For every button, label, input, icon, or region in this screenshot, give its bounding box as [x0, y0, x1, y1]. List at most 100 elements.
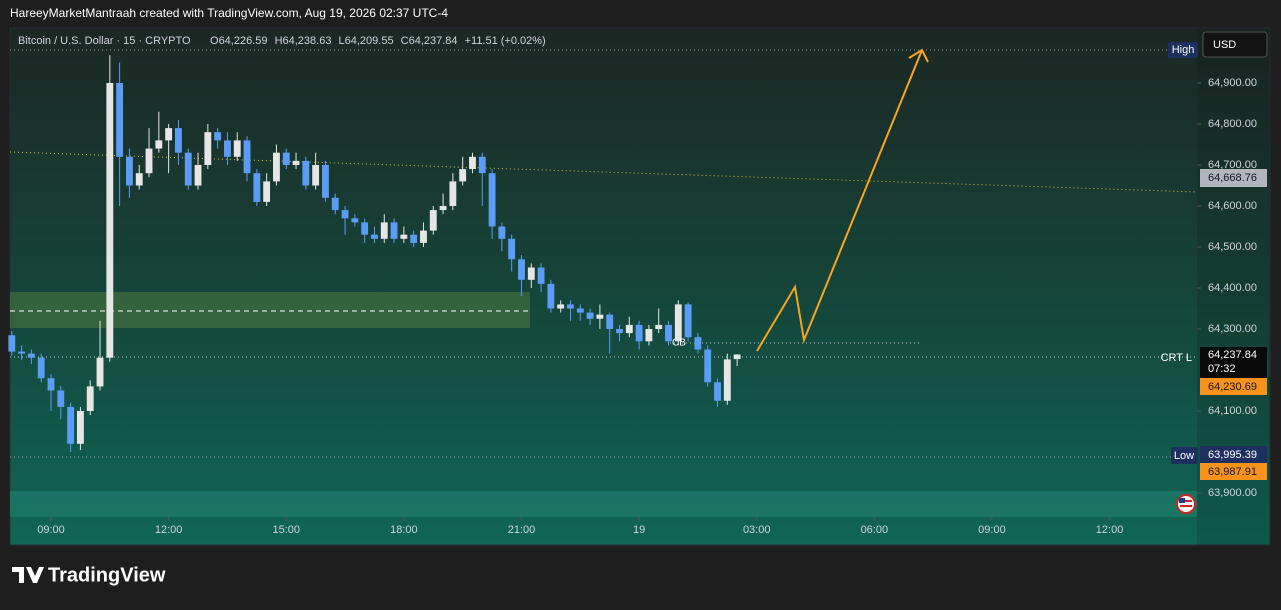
projection-arrow — [756, 49, 923, 352]
candle-body — [449, 181, 457, 206]
value: 64,237.84 — [409, 35, 458, 47]
low-price: 63,995.39 — [1208, 449, 1257, 461]
bottom-zone — [10, 491, 1197, 517]
high-box — [1168, 42, 1198, 58]
candle-body — [106, 82, 114, 358]
candle-body — [282, 152, 290, 165]
candle-body — [380, 222, 388, 239]
logo-mark — [12, 567, 44, 583]
candle-body — [145, 148, 153, 174]
candle-body — [253, 173, 261, 202]
candle-body — [537, 267, 545, 284]
candle-body — [37, 357, 45, 379]
arrow-head — [908, 48, 929, 63]
candle-body — [557, 304, 565, 309]
x-tick-label: 15:00 — [272, 524, 300, 536]
candle-body — [322, 164, 329, 198]
candle-body — [8, 335, 16, 352]
low-price-box — [1200, 446, 1267, 463]
candle-body — [361, 222, 369, 235]
y-tick-label: 64,800.00 — [1208, 118, 1257, 130]
x-tick-label: 09:00 — [37, 524, 65, 536]
candle-body — [351, 218, 359, 223]
candle-body — [341, 210, 349, 219]
candle-body — [224, 140, 231, 157]
label: L — [339, 35, 345, 47]
label: C — [401, 35, 409, 47]
x-tick-label: 21:00 — [508, 524, 536, 536]
candle-body — [665, 324, 672, 342]
countdown: 07:32 — [1208, 363, 1236, 375]
candle-body — [312, 164, 320, 186]
candle-body — [439, 205, 447, 211]
y-tick-label: 64,900.00 — [1208, 77, 1257, 89]
candle-body — [635, 324, 643, 342]
candle-body — [527, 267, 535, 280]
candle-body — [478, 156, 486, 174]
candle-body — [420, 230, 427, 243]
candle-body — [714, 382, 721, 401]
y-tick-label: 63,900.00 — [1208, 487, 1257, 499]
last-price: 64,237.84 — [1208, 349, 1257, 361]
candle-body — [165, 128, 173, 141]
candle-body — [76, 411, 84, 444]
candle-body — [674, 304, 682, 342]
candle-body — [194, 164, 202, 186]
candle-body — [469, 156, 476, 170]
candle-body — [233, 140, 241, 157]
candle-body — [518, 259, 525, 280]
event-flag[interactable] — [1176, 494, 1196, 514]
candle-body — [694, 337, 702, 350]
candle-body — [273, 152, 280, 182]
label: H — [275, 35, 283, 47]
candle-body — [57, 390, 65, 407]
brand: TradingView — [48, 564, 166, 586]
value: 64,238.63 — [283, 35, 332, 47]
candle-body — [498, 226, 506, 239]
bid-box — [1200, 378, 1267, 395]
candle-body — [174, 128, 182, 153]
candle-body — [47, 378, 55, 391]
candle-body — [645, 329, 653, 342]
candle-body — [302, 160, 310, 186]
flag-stripe — [1180, 505, 1192, 507]
x-tick-label: 06:00 — [861, 524, 889, 536]
candle-body — [27, 353, 35, 358]
candle-body — [586, 312, 594, 319]
bid-price: 64,230.69 — [1208, 381, 1257, 393]
label: O — [210, 35, 219, 47]
y-tick-label: 64,600.00 — [1208, 200, 1257, 212]
candle-body — [125, 156, 133, 186]
candle-body — [606, 314, 614, 330]
low-price2-box — [1200, 463, 1267, 480]
low-box — [1171, 447, 1198, 464]
currency[interactable]: USD — [1213, 39, 1236, 51]
header: HareeyMarketMantraah created with Tradin… — [10, 6, 448, 20]
crt-label: CRT L — [1161, 352, 1192, 364]
high-label: High — [1172, 44, 1195, 56]
candle-body — [184, 152, 192, 186]
trendline-price: 64,668.76 — [1208, 172, 1257, 184]
candle-body — [596, 314, 604, 319]
candle-body — [292, 160, 300, 165]
candle-body — [576, 308, 584, 313]
ohlc-legend: O64,226.59 H64,238.63 L64,209.55 C64,237… — [210, 35, 546, 47]
candle-body — [18, 351, 26, 354]
candle-body — [459, 169, 467, 182]
candle-body — [135, 173, 143, 186]
flag-canton — [1179, 498, 1185, 503]
y-tick-label: 64,100.00 — [1208, 405, 1257, 417]
currency-box[interactable] — [1202, 31, 1268, 58]
candles — [8, 55, 741, 453]
y-tick-label: 64,500.00 — [1208, 241, 1257, 253]
candle-body — [331, 197, 339, 211]
cb-label: CB — [672, 338, 686, 349]
candle-body — [616, 329, 623, 334]
symbol: Bitcoin / U.S. Dollar · 15 · CRYPTO — [18, 35, 191, 47]
x-tick-label: 19 — [633, 524, 645, 536]
candle-body — [243, 140, 251, 174]
candle-body — [263, 181, 271, 202]
candle-body — [400, 234, 408, 239]
candle-body — [116, 82, 124, 157]
